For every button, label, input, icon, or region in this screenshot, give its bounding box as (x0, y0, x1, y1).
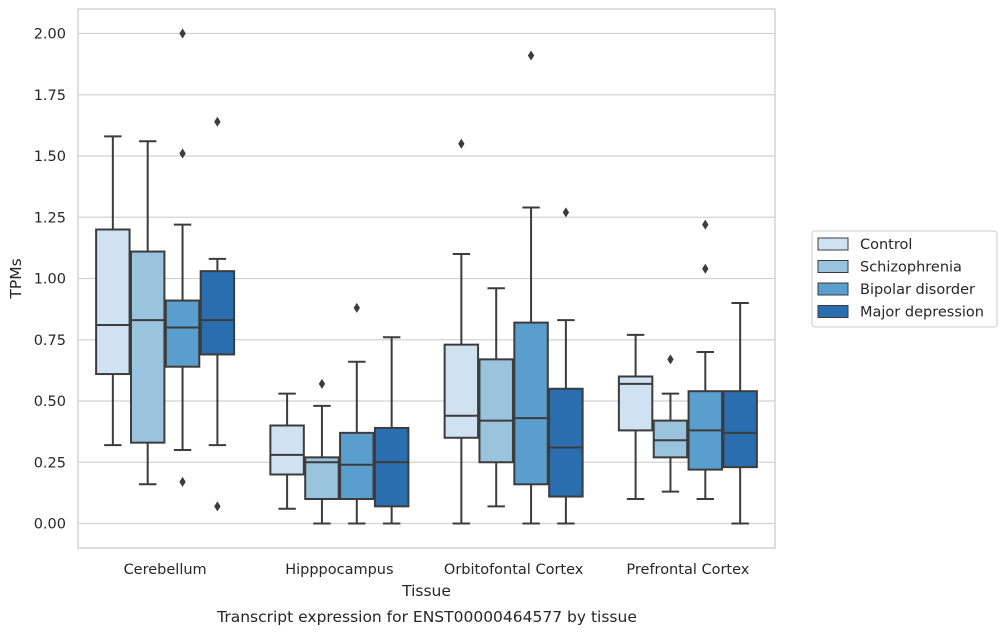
box-iqr (373, 426, 410, 508)
legend-label: Control (860, 237, 912, 253)
legend: Control Schizophrenia Bipolar disorder Majo… (811, 230, 998, 328)
x-tick-labels: Cerebellum Hipppocampus Orbitofontal Corte… (124, 562, 750, 578)
box-series (95, 28, 758, 525)
box-iqr (129, 250, 166, 444)
x-tick-label: Cerebellum (124, 562, 207, 578)
box-element (304, 378, 340, 525)
series-major-depression (199, 116, 758, 525)
legend-item: Control (817, 237, 912, 253)
series-bipolar-disorder (164, 28, 724, 525)
box-element (513, 50, 549, 525)
legend-label: Major depression (860, 305, 984, 321)
box-element (129, 140, 166, 486)
box-iqr (652, 419, 689, 459)
legend-frame (811, 230, 998, 328)
outlier-point (179, 148, 186, 159)
outlier-point (318, 378, 326, 389)
box-iqr (199, 270, 236, 356)
legend-swatch (817, 237, 849, 251)
outlier-point (179, 28, 186, 39)
box-iqr (95, 228, 131, 376)
legend-swatch (817, 282, 849, 296)
y-tick-label: 1.25 (34, 210, 66, 226)
y-tick-label: 0.50 (34, 394, 66, 410)
legend-swatch (817, 305, 849, 318)
box-iqr (513, 321, 549, 486)
legend-item: Schizophrenia (817, 260, 962, 276)
outlier-point (702, 263, 709, 274)
box-element (478, 287, 514, 508)
outlier-point (353, 302, 360, 313)
box-element (164, 28, 201, 487)
box-iqr (443, 343, 480, 439)
y-tick-label: 1.75 (34, 88, 66, 104)
box-element (373, 336, 410, 525)
box-element (199, 116, 236, 512)
legend-label: Bipolar disorder (860, 282, 975, 298)
legend-label: Schizophrenia (860, 260, 962, 276)
box-iqr (269, 424, 305, 476)
y-tick-label: 0.00 (34, 517, 66, 533)
box-element (617, 333, 654, 500)
box-element (548, 207, 584, 525)
y-tick-label: 2.00 (34, 27, 66, 43)
x-axis-label: Tissue (401, 582, 451, 600)
box-iqr (164, 299, 201, 368)
series-schizophrenia (129, 140, 689, 525)
x-tick-label: Prefrontal Cortex (626, 562, 749, 578)
y-tick-labels: 0.00 0.25 0.50 0.75 1.00 1.25 1.50 1.75 2.00 (34, 27, 66, 533)
y-tick-label: 1.50 (34, 149, 66, 165)
legend-item: Bipolar disorder (817, 282, 975, 298)
box-element (339, 302, 375, 525)
box-element (722, 302, 758, 525)
outlier-point (179, 476, 186, 487)
outlier-point (458, 138, 465, 149)
box-iqr (617, 375, 654, 432)
box-iqr (304, 456, 340, 501)
box-element (687, 219, 724, 500)
outlier-point (527, 50, 535, 61)
box-iqr (339, 431, 375, 501)
x-tick-label: Hipppocampus (285, 562, 393, 578)
box-element (95, 135, 131, 447)
box-iqr (478, 358, 514, 464)
y-tick-label: 0.25 (34, 455, 66, 471)
outlier-point (562, 207, 570, 218)
x-tick-label: Orbitofontal Cortex (444, 562, 584, 578)
y-axis-label: TPMs (7, 258, 25, 299)
outlier-point (214, 116, 221, 127)
grid-lines (78, 32, 775, 525)
y-tick-label: 0.75 (34, 333, 66, 349)
box-element (652, 354, 689, 493)
legend-item: Major depression (817, 305, 984, 321)
y-tick-label: 1.00 (34, 272, 66, 288)
series-control (95, 135, 654, 525)
outlier-point (214, 501, 221, 512)
box-iqr (548, 387, 584, 498)
legend-swatch (817, 260, 849, 273)
box-iqr (722, 390, 758, 469)
box-element (269, 392, 305, 510)
chart-caption: Transcript expression for ENST0000046457… (216, 608, 637, 626)
outlier-point (667, 354, 674, 365)
outlier-point (702, 219, 709, 230)
box-element (443, 138, 480, 525)
